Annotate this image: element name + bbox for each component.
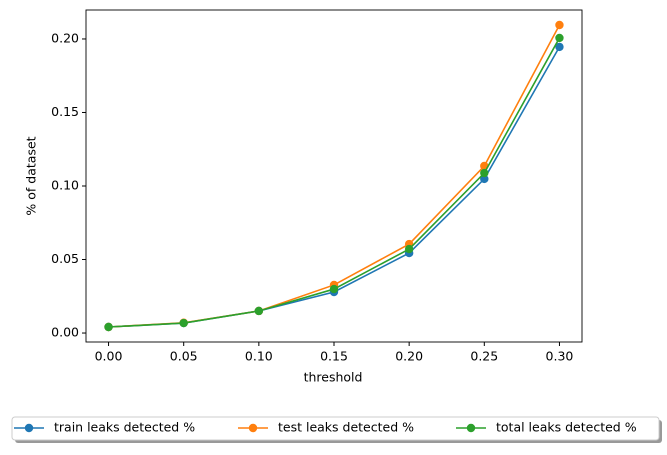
data-point — [555, 33, 564, 43]
y-tick-label: 0.00 — [51, 325, 79, 340]
y-tick-label: 0.10 — [51, 177, 79, 192]
data-point — [254, 306, 264, 316]
legend-label: test leaks detected % — [278, 420, 414, 435]
legend-box — [11, 416, 660, 441]
y-axis-label: % of dataset — [24, 136, 39, 215]
legend-label: train leaks detected % — [54, 420, 195, 435]
x-tick-label: 0.20 — [395, 349, 423, 364]
data-point — [555, 42, 564, 52]
x-tick-label: 0.25 — [470, 349, 498, 364]
data-point — [480, 174, 489, 184]
data-point — [329, 284, 339, 294]
y-tick-label: 0.15 — [51, 104, 79, 119]
legend-marker — [466, 423, 476, 433]
x-tick-label: 0.10 — [245, 349, 273, 364]
legend-marker — [24, 423, 34, 433]
legend-label: total leaks detected % — [496, 420, 637, 435]
legend: train leaks detected % test leaks detecte… — [11, 416, 662, 443]
y-tick-label: 0.05 — [51, 251, 79, 266]
x-tick-label: 0.30 — [546, 349, 574, 364]
y-tick-label: 0.20 — [51, 30, 79, 45]
x-tick-label: 0.00 — [95, 349, 123, 364]
x-tick-label: 0.15 — [320, 349, 348, 364]
data-point — [179, 318, 188, 328]
data-point — [404, 244, 414, 254]
data-point — [104, 322, 113, 332]
legend-marker — [248, 423, 258, 433]
x-tick-label: 0.05 — [170, 349, 198, 364]
plot-frame — [85, 9, 583, 343]
data-point — [480, 168, 489, 178]
data-point — [555, 20, 564, 30]
x-axis-label: threshold — [304, 370, 363, 385]
